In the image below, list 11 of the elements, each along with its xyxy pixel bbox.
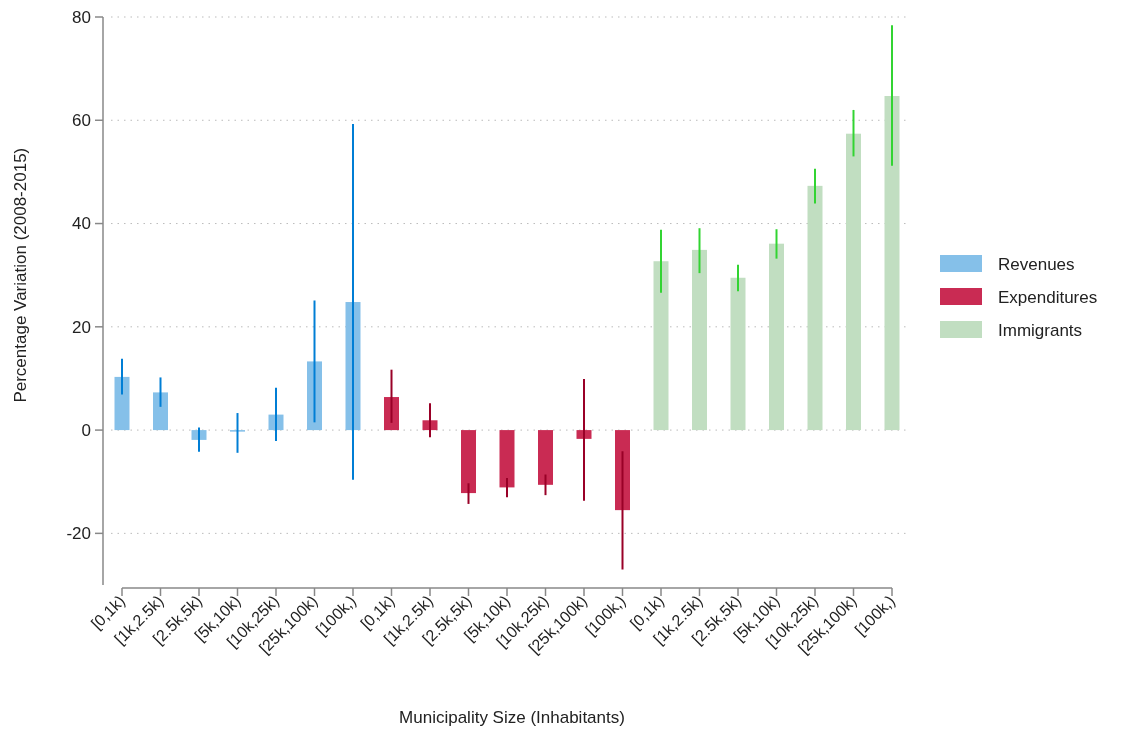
y-tick-label: 60 xyxy=(72,111,91,131)
x-axis-title: Municipality Size (Inhabitants) xyxy=(399,708,625,727)
y-axis-title: Percentage Variation (2008-2015) xyxy=(11,147,30,403)
y-tick-label: 20 xyxy=(72,317,91,337)
y-tick-label: -20 xyxy=(66,524,91,544)
y-tick-label: 0 xyxy=(81,421,91,441)
y-tick-label: 80 xyxy=(72,7,91,27)
legend-label: Expenditures xyxy=(998,287,1098,307)
y-tick-label: 40 xyxy=(72,214,91,234)
legend-label: Revenues xyxy=(998,254,1075,274)
legend-label: Immigrants xyxy=(998,320,1083,340)
